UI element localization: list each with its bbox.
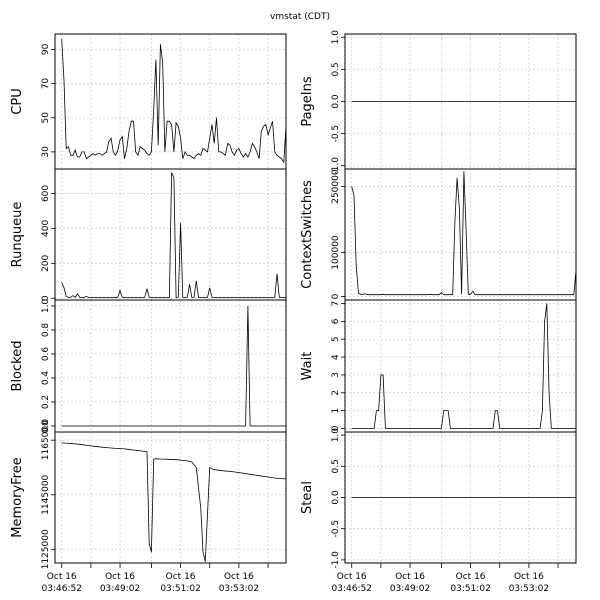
panel-pageins-ylabel: PageIns	[300, 76, 315, 127]
panel-blocked-frame	[54, 299, 287, 433]
x-tick-label-line1: Oct 16	[105, 572, 135, 582]
x-tick-label-line2: 03:51:02	[160, 584, 200, 594]
panel-contextswitches-ylabel: ContextSwitches	[300, 180, 315, 289]
panel-blocked-ytick-label: 0.6	[41, 347, 51, 362]
panel-steal-ytick-label: 0.0	[331, 490, 341, 505]
panel-steal-ylabel: Steal	[300, 481, 315, 514]
panel-runqueue-ytick-label: 600	[41, 185, 51, 202]
panel-wait-ytick-label: 6	[331, 318, 341, 324]
panel-memoryfree-frame	[54, 431, 287, 564]
panel-blocked-ylabel: Blocked	[10, 341, 25, 392]
panel-contextswitches-frame	[344, 168, 577, 301]
panel-contextswitches-ytick-label: 100000	[331, 235, 341, 270]
panel-wait-ytick-label: 1	[331, 408, 341, 414]
panel-cpu-ytick-label: 30	[41, 146, 51, 158]
chart-title: vmstat (CDT)	[270, 12, 330, 22]
panel-contextswitches-series-line	[351, 171, 577, 296]
x-tick-label-line1: Oct 16	[47, 572, 77, 582]
panel-wait-ytick-label: 2	[331, 390, 341, 396]
x-tick-label-line2: 03:53:02	[219, 584, 259, 594]
panel-memoryfree-ytick-label: 1145000	[41, 474, 51, 514]
x-tick-label-line2: 03:49:02	[100, 584, 140, 594]
panel-steal-ytick-label: -0.5	[331, 520, 341, 538]
panel-steal-ytick-label: -1.0	[331, 551, 341, 569]
panel-pageins-ytick-label: -0.5	[331, 125, 341, 143]
panel-pageins-ytick-label: 1.0	[331, 30, 341, 45]
panel-wait-ytick-label: 3	[331, 372, 341, 378]
panel-steal-ytick-label: 0.5	[331, 459, 341, 473]
panel-wait-frame	[344, 299, 577, 433]
x-tick-label-line2: 03:53:02	[509, 584, 549, 594]
panel-pageins-ytick-label: -1.0	[331, 157, 341, 175]
panel-cpu-series-line	[61, 39, 287, 164]
x-tick-label-line1: Oct 16	[395, 572, 425, 582]
panel-runqueue-ylabel: Runqueue	[10, 202, 25, 268]
panel-memoryfree-ytick-label: 1165000	[41, 420, 51, 460]
panel-contextswitches-ytick-label: 0	[331, 293, 341, 299]
x-tick-label-line2: 03:51:02	[450, 584, 490, 594]
panel-runqueue-ytick-label: 0	[41, 295, 51, 301]
x-tick-label-line2: 03:46:52	[332, 584, 372, 594]
panel-cpu-ytick-label: 50	[41, 112, 51, 124]
panel-memoryfree-ytick-label: 1125000	[41, 529, 51, 569]
panel-blocked-ytick-label: 1.0	[41, 299, 51, 314]
panel-runqueue-ytick-label: 400	[41, 220, 51, 237]
panel-blocked-ytick-label: 0.4	[41, 371, 51, 386]
x-tick-label-line2: 03:46:52	[42, 584, 82, 594]
panel-pageins-ytick-label: 0.0	[331, 94, 341, 109]
panel-runqueue-ytick-label: 200	[41, 254, 51, 271]
panel-blocked-ytick-label: 0.0	[41, 419, 51, 434]
panel-wait-ytick-label: 5	[331, 336, 341, 342]
panel-wait-ylabel: Wait	[300, 352, 315, 381]
panel-blocked-ytick-label: 0.2	[41, 395, 51, 409]
panel-blocked-ytick-label: 0.8	[41, 323, 51, 338]
x-tick-label-line1: Oct 16	[166, 572, 196, 582]
panel-pageins-ytick-label: 0.5	[331, 62, 341, 76]
x-tick-label-line2: 03:49:02	[390, 584, 430, 594]
panel-memoryfree-ylabel: MemoryFree	[10, 457, 25, 537]
panel-cpu-ylabel: CPU	[10, 88, 25, 114]
panel-wait-ytick-label: 7	[331, 301, 341, 307]
panel-contextswitches-ytick-label: 250000	[331, 169, 341, 204]
panel-cpu-ytick-label: 70	[41, 78, 51, 90]
x-tick-label-line1: Oct 16	[337, 572, 367, 582]
panel-wait-ytick-label: 0	[331, 425, 341, 431]
x-tick-label-line1: Oct 16	[514, 572, 544, 582]
panel-wait-series-line	[351, 303, 576, 429]
x-tick-label-line1: Oct 16	[224, 572, 254, 582]
panel-blocked-series-line	[61, 305, 286, 427]
panel-cpu-ytick-label: 90	[41, 43, 51, 55]
panel-runqueue-series-line	[61, 172, 286, 298]
panel-wait-ytick-label: 4	[331, 354, 341, 360]
panel-memoryfree-series-line	[61, 442, 287, 562]
panel-steal-ytick-label: 1.0	[331, 428, 341, 443]
x-tick-label-line1: Oct 16	[456, 572, 486, 582]
